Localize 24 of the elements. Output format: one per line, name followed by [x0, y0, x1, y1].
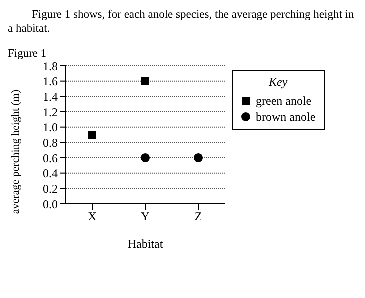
point	[140, 153, 150, 163]
y-tick-label: 0.2	[43, 182, 58, 196]
y-tick-label: 0.4	[43, 166, 58, 181]
point	[88, 131, 96, 139]
point	[142, 77, 150, 86]
x-tick-label: X	[88, 210, 98, 224]
x-tick-label: Z	[194, 210, 202, 224]
y-tick-label: 0.6	[43, 151, 58, 166]
legend-title: Key	[268, 75, 289, 90]
x-tick-label: Y	[141, 210, 150, 224]
legend-label: green anole	[256, 93, 312, 109]
y-tick-label: 1.2	[43, 105, 58, 120]
x-axis-title: Habitat	[128, 237, 164, 251]
y-axis-title: average perching height (m)	[10, 90, 22, 214]
y-tick-label: 1.0	[43, 120, 58, 135]
legend-label: brown anole	[256, 109, 316, 125]
point	[194, 153, 204, 163]
y-tick-label: 0.8	[43, 136, 58, 150]
chart-title: Figure 1	[8, 48, 48, 60]
y-tick-label: 1.6	[43, 74, 58, 89]
y-tick-label: 1.4	[43, 90, 58, 104]
y-tick-label: 1.8	[43, 59, 58, 74]
y-tick-label: 0.0	[43, 197, 58, 212]
chart-subtitle: Figure 1 shows, for each anole species, the average perching height in a habitat.	[8, 8, 356, 36]
